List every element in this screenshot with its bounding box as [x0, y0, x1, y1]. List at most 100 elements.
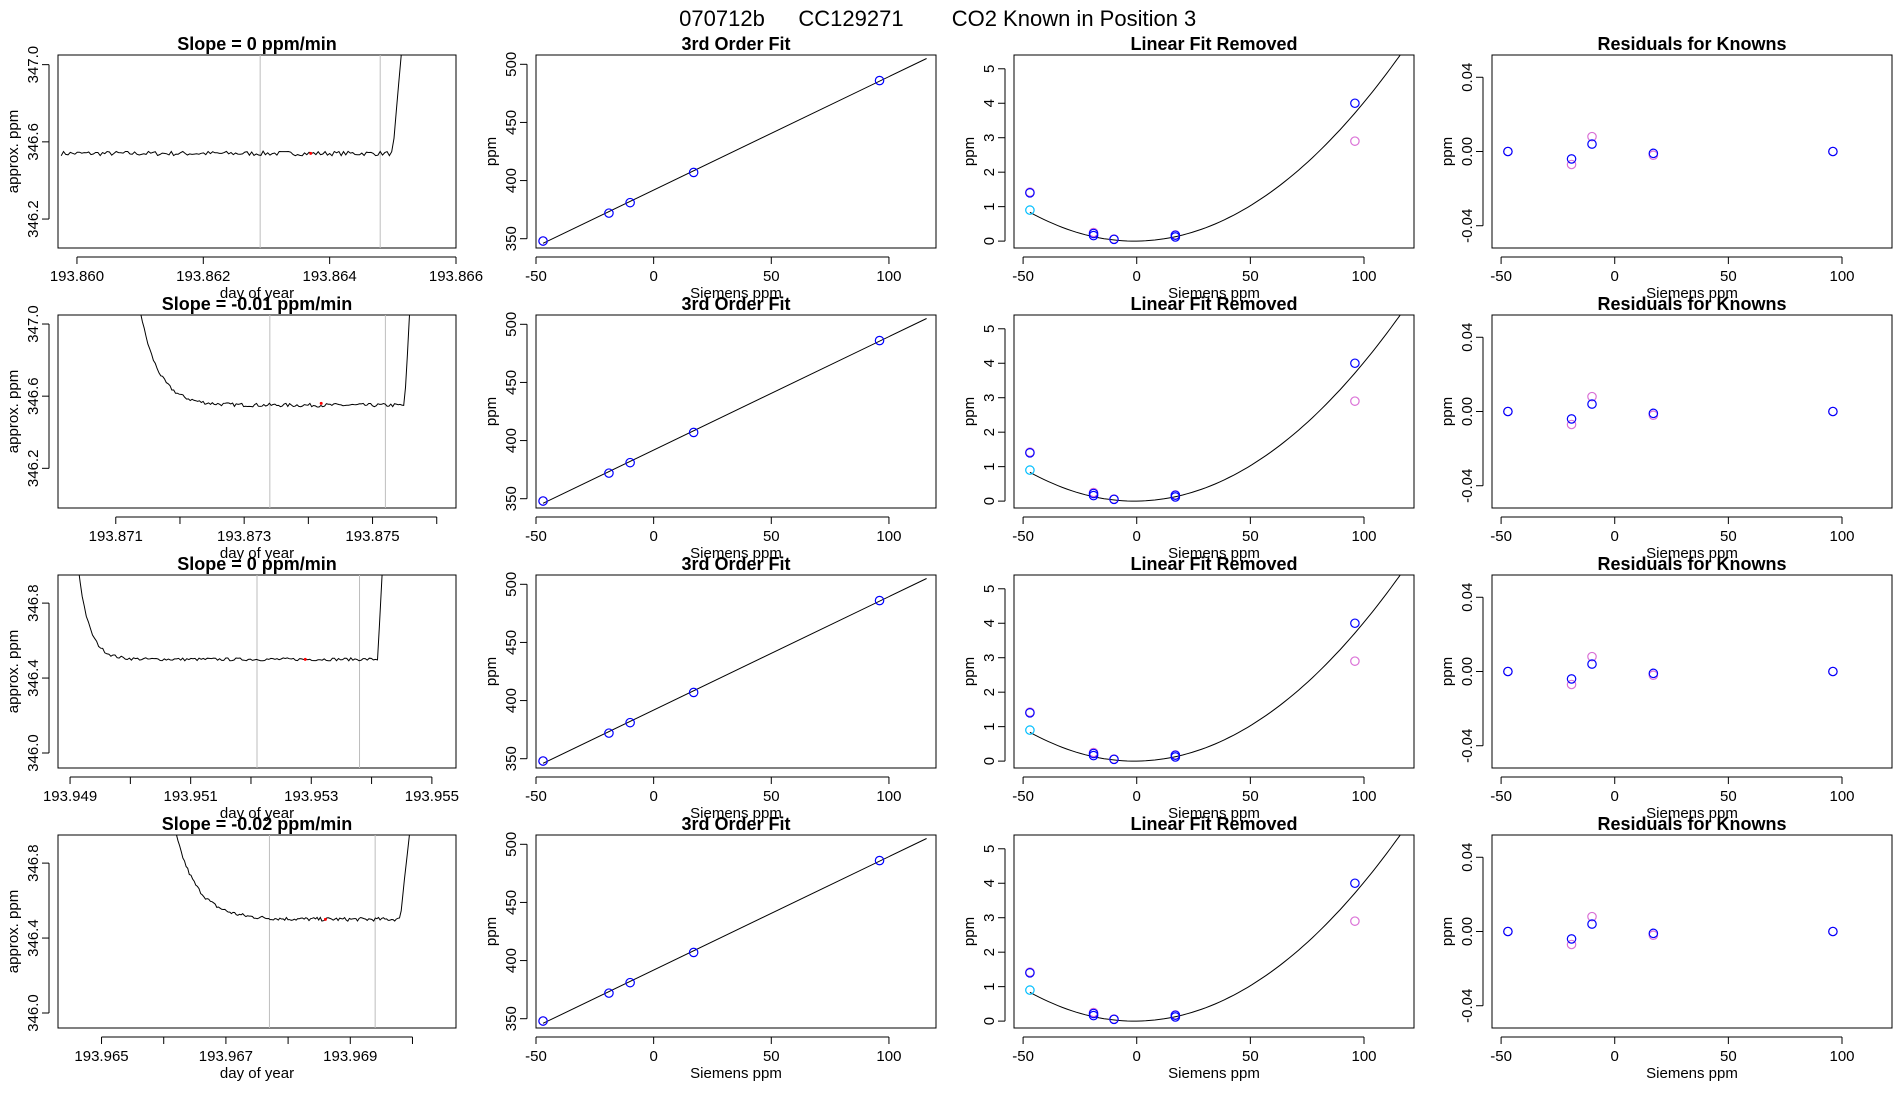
linear-removed-r3-y-tick-label: 2: [981, 688, 998, 696]
linear-removed-r4-x-axis-label: Siemens ppm: [1168, 1065, 1260, 1082]
fit-r4-plot-area: [538, 838, 927, 1026]
residuals-r1-panel: Residuals for Knowns -50 0 50 100 Siemens ppm…: [1439, 34, 1893, 302]
linear-removed-r4-x-tick-label: -50: [1012, 1048, 1034, 1065]
fit-r3-fit-point: [538, 756, 548, 766]
residuals-r2-y-tick-label: 0.04: [1459, 323, 1476, 352]
linear-removed-r1-x-tick-label: 0: [1133, 268, 1141, 285]
linear-removed-r2-x-tick-label: 0: [1133, 528, 1141, 545]
linear-removed-r3-y-tick-label: 5: [981, 585, 998, 593]
linear-removed-r4-x-axis: -50 0 50 100 Siemens ppm: [1012, 1036, 1377, 1082]
linear-removed-r3-y-tick-label: 0: [981, 757, 998, 765]
linear-removed-r1-known-point: [1350, 136, 1360, 146]
residuals-r3-y-axis: -0.04 0.00 0.04 ppm: [1439, 583, 1484, 763]
linear-removed-r4-y-tick-label: 3: [981, 914, 998, 922]
linear-removed-r1-fit-point: [1170, 232, 1181, 242]
fit-r2-fit-point: [625, 457, 635, 468]
fit-r2-y-axis-label: ppm: [483, 397, 500, 426]
linear-removed-r3-y-tick-label: 4: [981, 619, 998, 627]
linear-removed-r4-x-tick-label: 50: [1242, 1048, 1259, 1065]
fit-r3-y-axis-label: ppm: [483, 657, 500, 686]
residuals-r2-x-tick-label: 100: [1829, 528, 1854, 545]
fit-r4-fit-point: [625, 977, 635, 988]
residuals-r4-x-tick-label: -50: [1490, 1048, 1512, 1065]
residuals-r2-x-tick-label: -50: [1490, 528, 1512, 545]
linear-removed-r1-fit-point: [1025, 188, 1035, 198]
linear-removed-r2-x-tick-label: -50: [1012, 528, 1034, 545]
linear-removed-r4-fit-point: [1170, 1012, 1181, 1022]
residuals-r1-known-point: [1587, 131, 1597, 142]
linear-removed-r2-fit-point: [1350, 358, 1360, 369]
residuals-r4-plot-frame: [1491, 834, 1893, 1029]
linear-removed-r4-known-point: [1350, 916, 1360, 926]
residuals-r1-known-point: [1566, 159, 1577, 170]
timeseries-r4-plot-frame: [57, 834, 457, 1029]
fit-r4-x-tick-label: 50: [763, 1048, 780, 1065]
residuals-r4-title: Residuals for Knowns: [1597, 814, 1786, 834]
residuals-r4-y-tick-label: -0.04: [1459, 989, 1476, 1023]
residuals-r3-fit-point: [1648, 668, 1659, 679]
residuals-r2-fit-point: [1566, 414, 1577, 424]
fit-r3-y-tick-label: 500: [503, 572, 520, 597]
timeseries-r2-x-axis: 193.871 193.873 193.875 day of year: [89, 516, 438, 562]
fit-r3-x-axis: -50 0 50 100 Siemens ppm: [525, 776, 901, 822]
timeseries-r3-y-tick-label: 346.0: [25, 734, 42, 772]
residuals-r4-fit-point: [1648, 928, 1659, 939]
linear-removed-r3-fit-point: [1109, 754, 1119, 765]
fit-r2-fit-point: [874, 335, 885, 346]
linear-removed-r2-y-axis: 0 1 2 3 4 5 ppm: [961, 325, 1006, 505]
linear-removed-r2-y-tick-label: 5: [981, 325, 998, 333]
linear-removed-r1-fit-point: [1350, 98, 1360, 109]
linear-removed-r3-y-tick-label: 3: [981, 654, 998, 662]
fit-r2-x-tick-label: 100: [876, 528, 901, 545]
fit-r2-x-tick-label: 50: [763, 528, 780, 545]
linear-removed-r1-x-axis-label: Siemens ppm: [1168, 285, 1260, 302]
timeseries-r3-mean-marker: [303, 657, 307, 661]
linear-removed-r4-fit-point: [1109, 1014, 1119, 1025]
fit-r3-y-axis: 350 400 450 500 ppm: [483, 572, 528, 771]
fit-r3-x-tick-label: 50: [763, 788, 780, 805]
fit-r4-x-axis-label: Siemens ppm: [690, 1065, 782, 1082]
linear-removed-r4-y-tick-label: 5: [981, 845, 998, 853]
residuals-r4-y-tick-label: 0.04: [1459, 843, 1476, 872]
residuals-r1-x-axis-label: Siemens ppm: [1646, 285, 1738, 302]
linear-removed-r4-plot-area: [1025, 835, 1401, 1025]
timeseries-r4-x-tick-label: 193.965: [74, 1048, 128, 1065]
residuals-r1-x-tick-label: 100: [1829, 268, 1854, 285]
timeseries-r2-x-tick-label: 193.871: [89, 528, 143, 545]
linear-removed-r4-y-axis-label: ppm: [961, 917, 978, 946]
linear-removed-r3-fit-point: [1025, 708, 1035, 718]
linear-removed-r3-plot-frame: [1013, 574, 1415, 769]
fit-r2-plot-frame: [535, 314, 937, 509]
fit-r1-fit-point: [874, 75, 885, 86]
linear-removed-r1-fit-point: [1109, 234, 1119, 245]
linear-removed-r1-y-axis: 0 1 2 3 4 5 ppm: [961, 65, 1006, 245]
timeseries-r4-y-tick-label: 346.0: [25, 994, 42, 1032]
linear-removed-r1-x-tick-label: 50: [1242, 268, 1259, 285]
linear-removed-r2-x-axis: -50 0 50 100 Siemens ppm: [1012, 516, 1377, 562]
timeseries-r3-plot-area: [78, 575, 383, 768]
residuals-r3-x-tick-label: 100: [1829, 788, 1854, 805]
linear-removed-r3-x-tick-label: 100: [1351, 788, 1376, 805]
fit-r4-fit-point: [538, 1016, 548, 1026]
fit-r3-x-tick-label: 100: [876, 788, 901, 805]
fit-r2-plot-area: [538, 318, 927, 506]
timeseries-r2-mean-marker: [319, 401, 323, 405]
residuals-r4-fit-point: [1828, 926, 1838, 937]
fit-r4-fit-point: [874, 855, 885, 866]
linear-removed-r2-fit-point: [1025, 448, 1035, 458]
residuals-r3-fit-point: [1587, 659, 1597, 669]
residuals-r4-plot-area: [1503, 911, 1838, 950]
fit-r4-fit-line: [542, 838, 927, 1024]
fit-r3-plot-area: [538, 578, 927, 766]
residuals-r3-y-tick-label: -0.04: [1459, 729, 1476, 763]
timeseries-r3-x-tick-label: 193.955: [405, 788, 459, 805]
timeseries-r1-mean-marker: [309, 151, 313, 155]
fit-r3-y-tick-label: 400: [503, 688, 520, 713]
linear-removed-r1-title: Linear Fit Removed: [1130, 34, 1297, 54]
residuals-r3-panel: Residuals for Knowns -50 0 50 100 Siemens ppm…: [1439, 554, 1893, 822]
linear-removed-r1-y-tick-label: 0: [981, 237, 998, 245]
linear-removed-r1-y-axis-label: ppm: [961, 137, 978, 166]
linear-removed-r4-y-tick-label: 4: [981, 879, 998, 887]
fit-r2-fit-point: [538, 496, 548, 506]
